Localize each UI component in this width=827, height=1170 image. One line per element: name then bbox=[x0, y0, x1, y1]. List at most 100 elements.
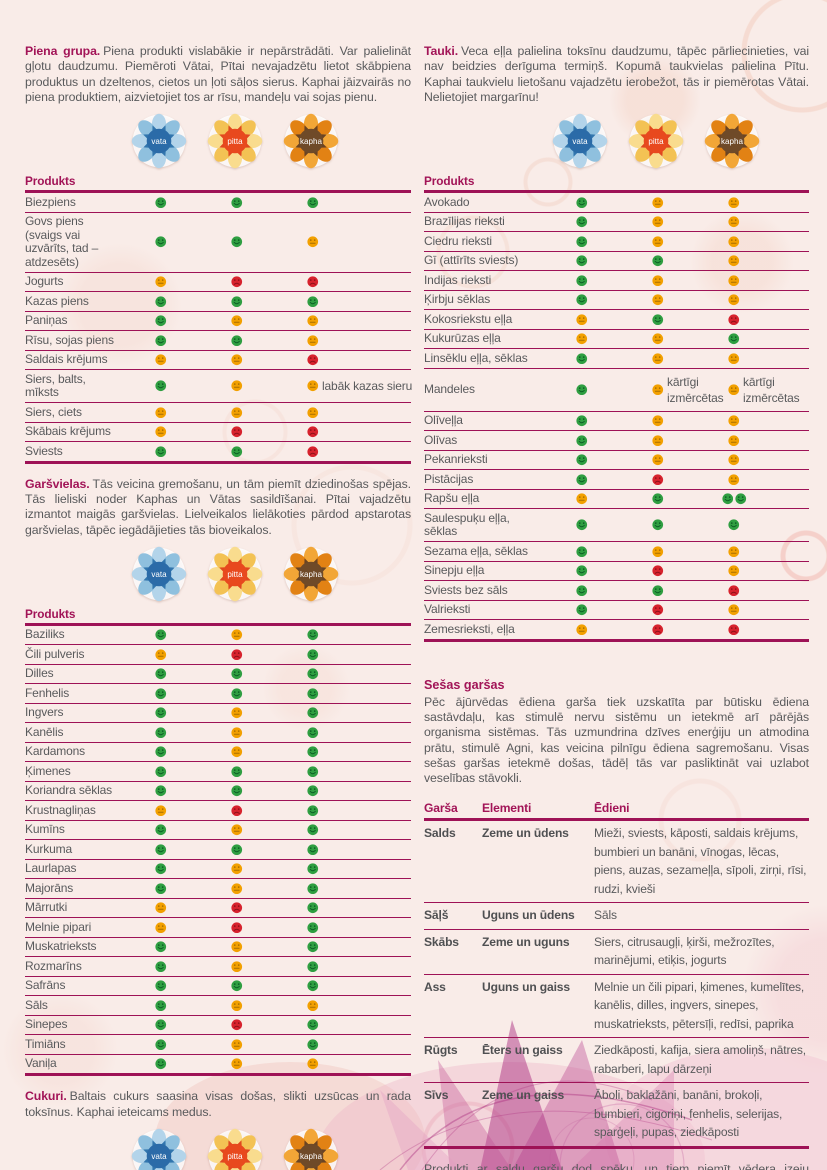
product-row: Ķimenes bbox=[25, 762, 411, 782]
kapha-rating-cell bbox=[696, 353, 772, 365]
kapha-rating-cell bbox=[696, 197, 772, 209]
kapha-rating-cell bbox=[275, 296, 351, 308]
vata-rating-cell bbox=[123, 922, 199, 934]
smiley-yellow-icon bbox=[728, 546, 740, 557]
smiley-yellow-icon bbox=[231, 380, 243, 392]
dosha-badge-pitta: pitta bbox=[207, 546, 263, 602]
vata-rating-cell bbox=[123, 446, 199, 458]
taste-row: Skābs Zeme un uguns Siers, citrusaugļi, ķi… bbox=[424, 930, 809, 975]
product-name: Brazīlijas rieksti bbox=[424, 214, 505, 229]
product-row: Kokosriekstu eļļa bbox=[424, 310, 809, 330]
taste-elements: Ēters un gaiss bbox=[482, 1043, 563, 1058]
smiley-red-icon bbox=[652, 565, 664, 577]
smiley-green-icon bbox=[231, 335, 243, 346]
smiley-yellow-icon bbox=[728, 384, 740, 396]
product-name: Paniņas bbox=[25, 313, 68, 328]
kapha-rating-cell bbox=[696, 314, 772, 326]
product-row: Sezama eļļa, sēklas bbox=[424, 542, 809, 562]
pitta-rating-cell bbox=[620, 604, 696, 616]
vata-rating-cell bbox=[544, 604, 620, 616]
product-name: Avokado bbox=[424, 194, 470, 209]
product-row: Saulespuķu eļļa, sēklas bbox=[424, 509, 809, 543]
pitta-rating-cell bbox=[199, 668, 275, 680]
dosha-label: pitta bbox=[227, 570, 243, 579]
pitta-rating-cell bbox=[620, 493, 696, 505]
smiley-yellow-icon bbox=[728, 294, 740, 306]
product-row: Krustnagliņas bbox=[25, 801, 411, 821]
taste-foods: Melnie un čili pipari, ķimenes, kumelīte… bbox=[594, 979, 805, 1031]
smiley-yellow-icon bbox=[155, 649, 167, 660]
product-row: Čili pulveris bbox=[25, 645, 411, 665]
smiley-green-icon bbox=[155, 1019, 167, 1031]
vata-rating-cell bbox=[123, 629, 199, 641]
smiley-green-icon bbox=[155, 446, 167, 457]
smiley-green-icon bbox=[155, 1000, 167, 1011]
smiley-red-icon bbox=[307, 446, 319, 457]
product-row: Olīvas bbox=[424, 431, 809, 451]
smiley-yellow-icon bbox=[652, 435, 664, 446]
vata-rating-cell bbox=[123, 1058, 199, 1070]
product-row: Koriandra sēklas bbox=[25, 782, 411, 802]
taste-name: Skābs bbox=[424, 934, 459, 949]
smiley-yellow-icon bbox=[728, 236, 740, 247]
right-column: Tauki. Veca eļļa palielina toksīnu daudzu… bbox=[424, 44, 809, 1170]
vata-rating-cell bbox=[123, 766, 199, 778]
vata-rating-cell bbox=[123, 296, 199, 308]
kapha-rating-cell bbox=[696, 275, 772, 287]
smiley-green-icon bbox=[307, 197, 319, 208]
smiley-yellow-icon bbox=[307, 335, 319, 346]
product-name: Kazas piens bbox=[25, 293, 89, 308]
product-name: Valrieksti bbox=[424, 602, 471, 617]
smiley-green-icon bbox=[155, 785, 167, 797]
product-row: Paniņas bbox=[25, 312, 411, 332]
product-row: Laurlapas bbox=[25, 860, 411, 880]
smiley-yellow-icon bbox=[652, 294, 664, 306]
product-row: Siers, ciets bbox=[25, 403, 411, 423]
product-row: Rozmarīns bbox=[25, 957, 411, 977]
smiley-green-icon bbox=[231, 688, 243, 699]
kapha-rating-cell bbox=[275, 197, 351, 209]
smiley-green-icon bbox=[721, 493, 733, 505]
dosha-label: vata bbox=[151, 570, 167, 579]
vata-rating-cell bbox=[544, 333, 620, 345]
product-row: Ķirbju sēklas bbox=[424, 291, 809, 311]
product-row: Govs piens (svaigs vai uzvārīts, tad – a… bbox=[25, 213, 411, 273]
product-name: Linsēklu eļļa, sēklas bbox=[424, 350, 528, 365]
taste-table-header-row: Garša Elementi Ēdieni bbox=[424, 800, 809, 822]
paragraph-final: Produkti ar saldu garšu dod spēku, un ti… bbox=[424, 1161, 809, 1170]
smiley-green-icon bbox=[307, 766, 319, 777]
kapha-rating-cell bbox=[275, 315, 351, 327]
smiley-yellow-icon bbox=[652, 197, 664, 208]
smiley-green-icon bbox=[307, 863, 319, 875]
product-name: Kardamons bbox=[25, 744, 86, 759]
product-row: Pekanrieksti bbox=[424, 451, 809, 471]
product-name: Timiāns bbox=[25, 1036, 66, 1051]
smiley-yellow-icon bbox=[576, 624, 588, 635]
vata-rating-cell bbox=[544, 353, 620, 365]
product-row: Sviests bbox=[25, 442, 411, 461]
smiley-yellow-icon bbox=[307, 407, 319, 418]
paragraph-tauki: Tauki. Veca eļļa palielina toksīnu daudzu… bbox=[424, 44, 809, 105]
pitta-rating-cell bbox=[199, 863, 275, 875]
smiley-green-icon bbox=[155, 766, 167, 777]
smiley-yellow-icon bbox=[155, 276, 167, 288]
product-name: Krustnagliņas bbox=[25, 802, 96, 817]
vata-rating-cell bbox=[123, 426, 199, 438]
smiley-green-icon bbox=[652, 314, 664, 325]
smiley-red-icon bbox=[231, 902, 243, 914]
vata-rating-cell bbox=[544, 216, 620, 228]
smiley-green-icon bbox=[307, 746, 319, 758]
vata-rating-cell bbox=[123, 276, 199, 288]
kapha-rating-cell bbox=[275, 961, 351, 973]
product-name: Sāls bbox=[25, 997, 48, 1012]
smiley-green-icon bbox=[576, 294, 588, 306]
pitta-rating-cell bbox=[199, 1000, 275, 1012]
product-row: Sviests bez sāls bbox=[424, 581, 809, 601]
taste-name: Ass bbox=[424, 979, 446, 994]
product-name: Dilles bbox=[25, 666, 54, 681]
product-row: Ingvers bbox=[25, 704, 411, 724]
pitta-rating-cell bbox=[620, 333, 696, 345]
taste-elements: Uguns un ūdens bbox=[482, 908, 575, 923]
kapha-rating-cell bbox=[696, 255, 772, 267]
product-name: Sinepes bbox=[25, 1017, 68, 1032]
